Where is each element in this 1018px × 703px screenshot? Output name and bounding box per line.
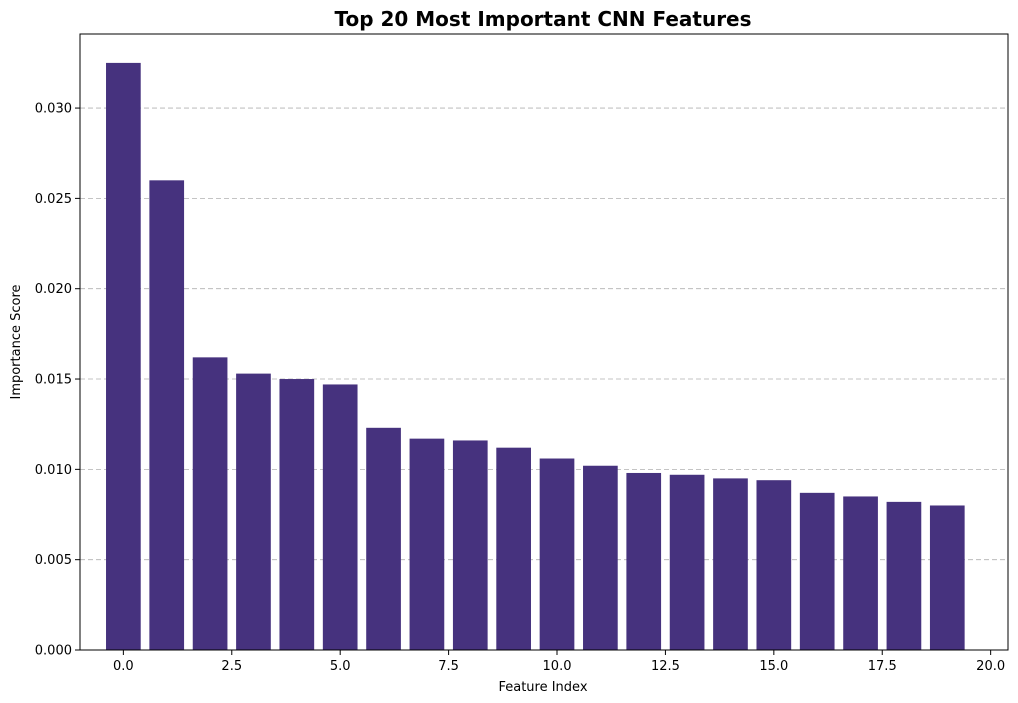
y-tick-label: 0.025	[35, 192, 72, 207]
x-tick-label: 0.0	[113, 659, 134, 674]
bar-feature-16	[799, 492, 835, 650]
bar-feature-1	[149, 180, 185, 651]
x-tick-label: 2.5	[221, 659, 242, 674]
bar-feature-7	[409, 438, 445, 650]
x-tick-label: 5.0	[330, 659, 351, 674]
x-tick-label: 15.0	[759, 659, 788, 674]
bar-feature-11	[583, 465, 618, 650]
bar-feature-0	[106, 62, 141, 651]
bar-feature-5	[322, 384, 358, 650]
bar-feature-13	[669, 474, 705, 650]
bar-feature-4	[279, 379, 315, 650]
bar-feature-18	[886, 501, 922, 650]
x-axis-label: Feature Index	[498, 680, 587, 695]
bar-feature-14	[713, 478, 748, 650]
y-axis-ticks: 0.000 0.005 0.010 0.015 0.020 0.025 0.030	[35, 102, 80, 659]
x-tick-label: 10.0	[543, 659, 572, 674]
y-tick-label: 0.005	[35, 553, 72, 568]
bar-feature-19	[929, 505, 965, 650]
y-tick-label: 0.010	[35, 463, 72, 478]
x-axis-ticks: 0.0 2.5 5.0 7.5 10.0 12.5 15.0 17.5 20.0	[113, 650, 1005, 674]
x-tick-label: 17.5	[868, 659, 897, 674]
bar-feature-9	[496, 447, 531, 650]
plot-frame	[79, 33, 1009, 651]
x-tick-label: 20.0	[976, 659, 1005, 674]
y-tick-label: 0.030	[35, 102, 72, 117]
x-tick-label: 7.5	[438, 659, 459, 674]
x-tick-label: 12.5	[651, 659, 680, 674]
bar-feature-8	[452, 440, 488, 650]
bar-feature-10	[539, 458, 575, 650]
y-tick-label: 0.015	[35, 373, 72, 388]
bar-feature-12	[626, 472, 662, 650]
bar-feature-6	[366, 427, 401, 650]
bars	[106, 62, 965, 651]
bar-feature-17	[843, 496, 878, 650]
bar-feature-2	[192, 357, 228, 650]
chart-title: Top 20 Most Important CNN Features	[334, 7, 751, 31]
bar-feature-3	[236, 373, 271, 650]
y-tick-label: 0.000	[35, 644, 72, 659]
y-tick-label: 0.020	[35, 282, 72, 297]
bar-feature-15	[756, 480, 792, 650]
y-axis-label: Importance Score	[9, 284, 24, 399]
